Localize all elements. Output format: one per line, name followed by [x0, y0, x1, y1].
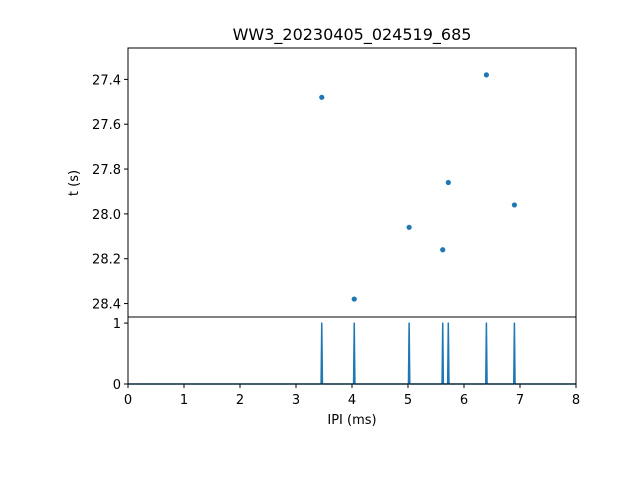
- scatter-y-axis-label: t (s): [67, 170, 82, 196]
- ipi-x-tick-label: 0: [124, 393, 132, 408]
- scatter-point: [351, 296, 357, 302]
- scatter-y-tick-label: 28.2: [92, 253, 121, 268]
- ipi-x-axis-label: IPI (ms): [327, 413, 376, 428]
- scatter-y-ticks: 27.4 27.6 27.8 28.0 28.2 28.4: [92, 73, 128, 313]
- scatter-point: [406, 224, 412, 230]
- ipi-axes: 0 1 2 3 4 5 6 7 8 0 1 IPI (ms): [113, 316, 580, 428]
- scatter-y-tick-label: 28.0: [92, 208, 121, 223]
- scatter-point: [445, 179, 451, 186]
- scatter-point: [440, 247, 446, 253]
- scatter-point: [319, 94, 325, 100]
- ipi-y-tick-label: 1: [113, 317, 121, 332]
- scatter-y-tick-label: 28.4: [92, 298, 121, 313]
- ipi-y-tick-label: 0: [113, 378, 121, 393]
- ipi-x-tick-label: 5: [404, 393, 412, 408]
- scatter-y-tick-label: 27.4: [92, 73, 121, 88]
- ipi-x-tick-label: 4: [348, 393, 356, 408]
- ipi-x-tick-label: 2: [236, 393, 244, 408]
- ipi-x-tick-label: 6: [460, 393, 468, 408]
- ipi-x-tick-label: 1: [180, 393, 188, 408]
- ipi-x-tick-label: 3: [292, 393, 300, 408]
- scatter-point: [483, 72, 489, 78]
- scatter-y-tick-label: 27.6: [92, 118, 121, 133]
- scatter-y-tick-label: 27.8: [92, 163, 121, 178]
- scatter-points: [319, 72, 517, 302]
- ipi-axes-frame: [127, 316, 577, 385]
- scatter-point: [511, 202, 517, 208]
- ipi-x-tick-label: 8: [572, 393, 580, 408]
- chart-title: WW3_20230405_024519_685: [233, 25, 472, 45]
- ipi-x-tick-label: 7: [516, 393, 524, 408]
